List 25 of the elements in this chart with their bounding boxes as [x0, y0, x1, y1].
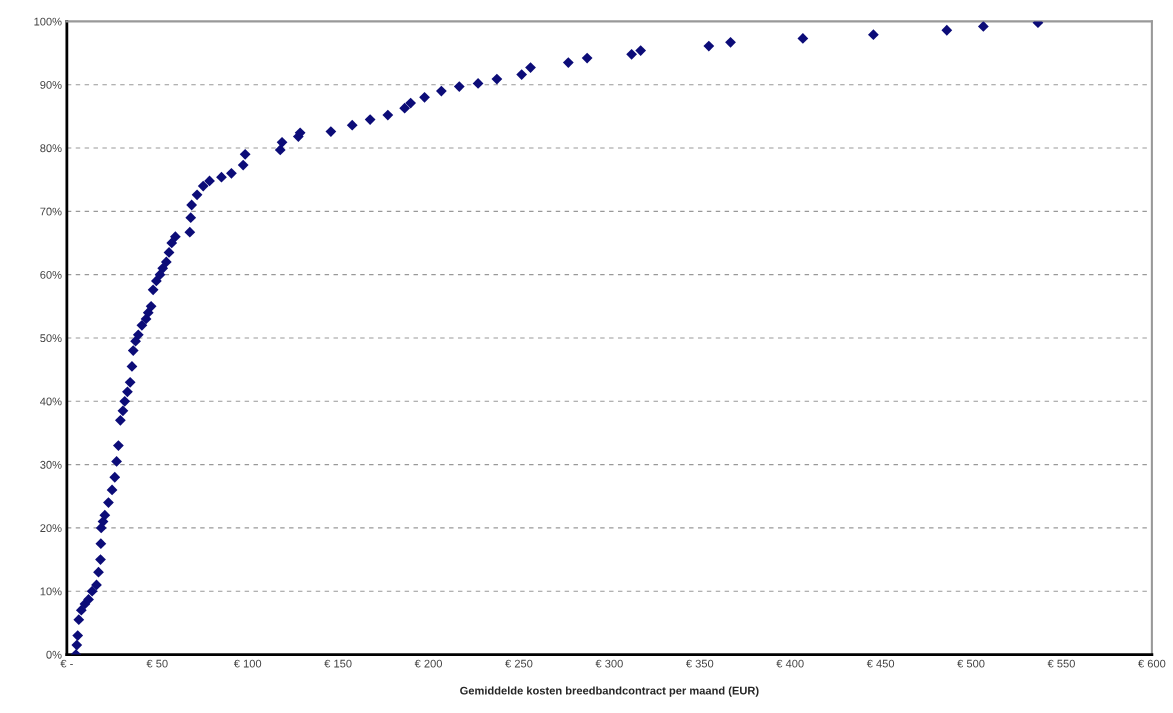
- x-tick-label: € 400: [776, 659, 804, 668]
- x-tick-label: € 300: [595, 659, 623, 668]
- y-tick-label: 50%: [40, 334, 62, 343]
- y-tick-label: 30%: [40, 460, 62, 469]
- y-tick-label: 80%: [40, 144, 62, 153]
- y-tick-label: 40%: [40, 397, 62, 406]
- x-tick-label: € 150: [324, 659, 352, 668]
- x-tick-label: € 250: [505, 659, 533, 668]
- x-tick-label: € 600: [1138, 659, 1166, 668]
- x-tick-label: € 50: [146, 659, 168, 668]
- x-tick-label: € 500: [957, 659, 985, 668]
- x-tick-label: € -: [60, 659, 73, 668]
- x-tick-label: € 200: [414, 659, 443, 668]
- y-tick-label: 0%: [46, 650, 62, 659]
- x-axis-title: Gemiddelde kosten breedbandcontract per maand (EUR): [460, 686, 759, 697]
- x-tick-label: € 550: [1047, 659, 1075, 668]
- x-tick-label: € 350: [685, 659, 714, 668]
- x-tick-label: € 450: [866, 659, 895, 668]
- x-tick-label: € 100: [233, 659, 262, 668]
- y-tick-label: 60%: [40, 270, 62, 279]
- y-tick-label: 10%: [40, 587, 62, 596]
- y-tick-label: 100%: [34, 17, 62, 26]
- y-tick-label: 90%: [40, 80, 62, 89]
- y-tick-label: 70%: [40, 207, 62, 216]
- y-tick-label: 20%: [40, 524, 62, 533]
